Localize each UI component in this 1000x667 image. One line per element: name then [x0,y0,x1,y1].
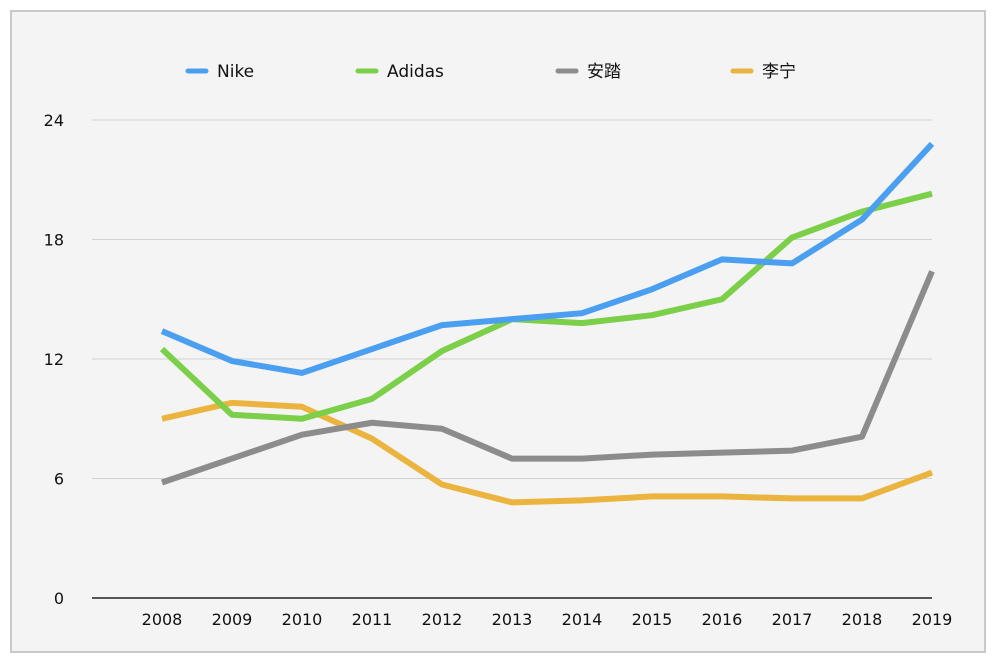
legend-label: 安踏 [587,62,621,82]
line-chart: 0 6 12 18 24 2008 2009 2010 2011 2012 2013 2014 201… [44,62,953,629]
series-line-3 [161,399,934,506]
x-tick-label: 2016 [702,610,743,629]
legend-label: Nike [217,62,254,82]
x-axis-ticks: 2008 2009 2010 2011 2012 2013 2014 2015 2016 2017… [142,610,953,629]
x-tick-label: 2011 [352,610,393,629]
legend-label: Adidas [387,62,444,82]
x-tick-label: 2010 [282,610,323,629]
series-line-0 [160,141,935,376]
series-line-2 [161,270,935,486]
x-tick-label: 2015 [632,610,673,629]
y-tick-label: 6 [54,470,64,489]
y-tick-label: 18 [44,231,64,250]
series-line-1 [159,190,933,422]
y-tick-label: 0 [54,589,64,608]
y-axis-ticks: 0 6 12 18 24 [44,111,64,608]
x-tick-label: 2012 [422,610,463,629]
y-tick-label: 12 [44,350,64,369]
x-tick-label: 2008 [142,610,183,629]
chart-frame: 0 6 12 18 24 2008 2009 2010 2011 2012 2013 2014 201… [10,10,986,653]
series-lines [159,141,935,506]
y-tick-label: 24 [44,111,64,130]
x-tick-label: 2019 [912,610,953,629]
x-tick-label: 2014 [562,610,603,629]
x-tick-label: 2018 [842,610,883,629]
x-tick-label: 2009 [212,610,253,629]
x-tick-label: 2017 [772,610,813,629]
x-tick-label: 2013 [492,610,533,629]
legend-label: 李宁 [762,62,796,82]
gridlines [92,119,932,479]
legend: Nike Adidas 安踏 李宁 [185,62,796,82]
